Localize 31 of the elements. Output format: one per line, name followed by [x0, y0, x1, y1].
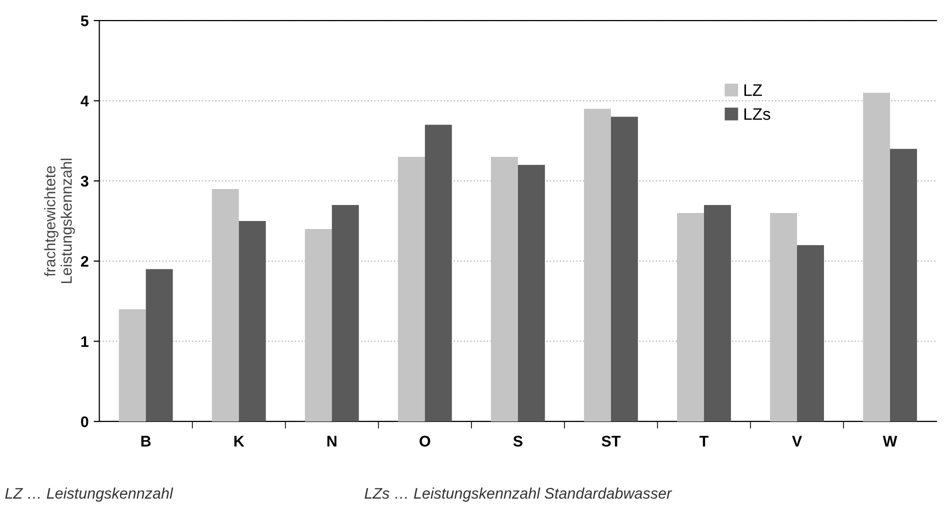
bar — [212, 188, 239, 422]
y-tick-label: 4 — [80, 96, 89, 106]
bar — [704, 204, 731, 422]
bar — [238, 221, 266, 422]
y-tick-label: 1 — [81, 336, 88, 347]
x-tick-label: N — [327, 436, 336, 446]
x-tick-label: ST — [602, 436, 621, 447]
x-tick-label: T — [699, 436, 708, 446]
x-tick-label: K — [234, 436, 244, 446]
y-tick-label: 2 — [80, 256, 88, 267]
y-tick-label: 5 — [80, 16, 88, 26]
bar — [518, 164, 545, 422]
bar — [332, 204, 359, 422]
x-tick-label: V — [792, 436, 802, 446]
legend-label: LZ — [744, 84, 762, 96]
text: LZs … Leistungskennzahl Standardabwasser — [364, 488, 672, 502]
x-tick-label: O — [420, 436, 430, 447]
bar — [610, 116, 638, 422]
bar — [797, 245, 824, 422]
text: LZ … Leistungskennzahl — [5, 488, 174, 502]
x-tick-label: W — [882, 436, 898, 446]
x-tick-label: B — [141, 436, 151, 446]
bar — [424, 124, 452, 422]
legend-label: LZs — [744, 108, 770, 120]
bar — [890, 148, 918, 422]
bar — [146, 269, 173, 422]
y-tick-label: 0 — [81, 416, 88, 428]
y-axis-title: frachtgewichtete Leistungskennzahl — [44, 158, 75, 284]
bar — [118, 309, 146, 422]
y-tick-label: 3 — [80, 176, 88, 187]
x-tick-label: S — [513, 436, 522, 447]
